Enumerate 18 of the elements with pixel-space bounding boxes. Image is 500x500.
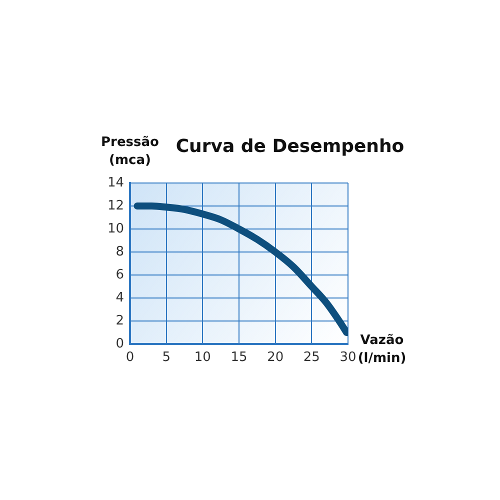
y-tick-label: 10 bbox=[107, 221, 124, 236]
y-tick-label: 0 bbox=[116, 336, 124, 352]
x-axis-title: Vazão (l/min) bbox=[358, 333, 406, 366]
x-tick-label: 30 bbox=[340, 350, 356, 366]
y-axis-title: Pressão (mca) bbox=[101, 135, 160, 168]
y-tick-label: 6 bbox=[116, 267, 124, 282]
x-tick-label: 5 bbox=[162, 350, 170, 366]
x-tick-label: 20 bbox=[267, 350, 284, 366]
chart-title: Curva de Desempenho bbox=[176, 136, 404, 157]
x-tick-label: 25 bbox=[303, 350, 320, 366]
y-tick-label: 2 bbox=[116, 313, 124, 328]
x-tick-label: 15 bbox=[230, 350, 248, 366]
y-tick-label: 4 bbox=[116, 290, 124, 306]
y-tick-label: 12 bbox=[107, 198, 124, 214]
y-tick-label: 14 bbox=[107, 175, 124, 190]
x-tick-label: 0 bbox=[126, 350, 134, 366]
y-tick-label: 8 bbox=[116, 244, 124, 260]
x-tick-label: 10 bbox=[194, 350, 211, 366]
